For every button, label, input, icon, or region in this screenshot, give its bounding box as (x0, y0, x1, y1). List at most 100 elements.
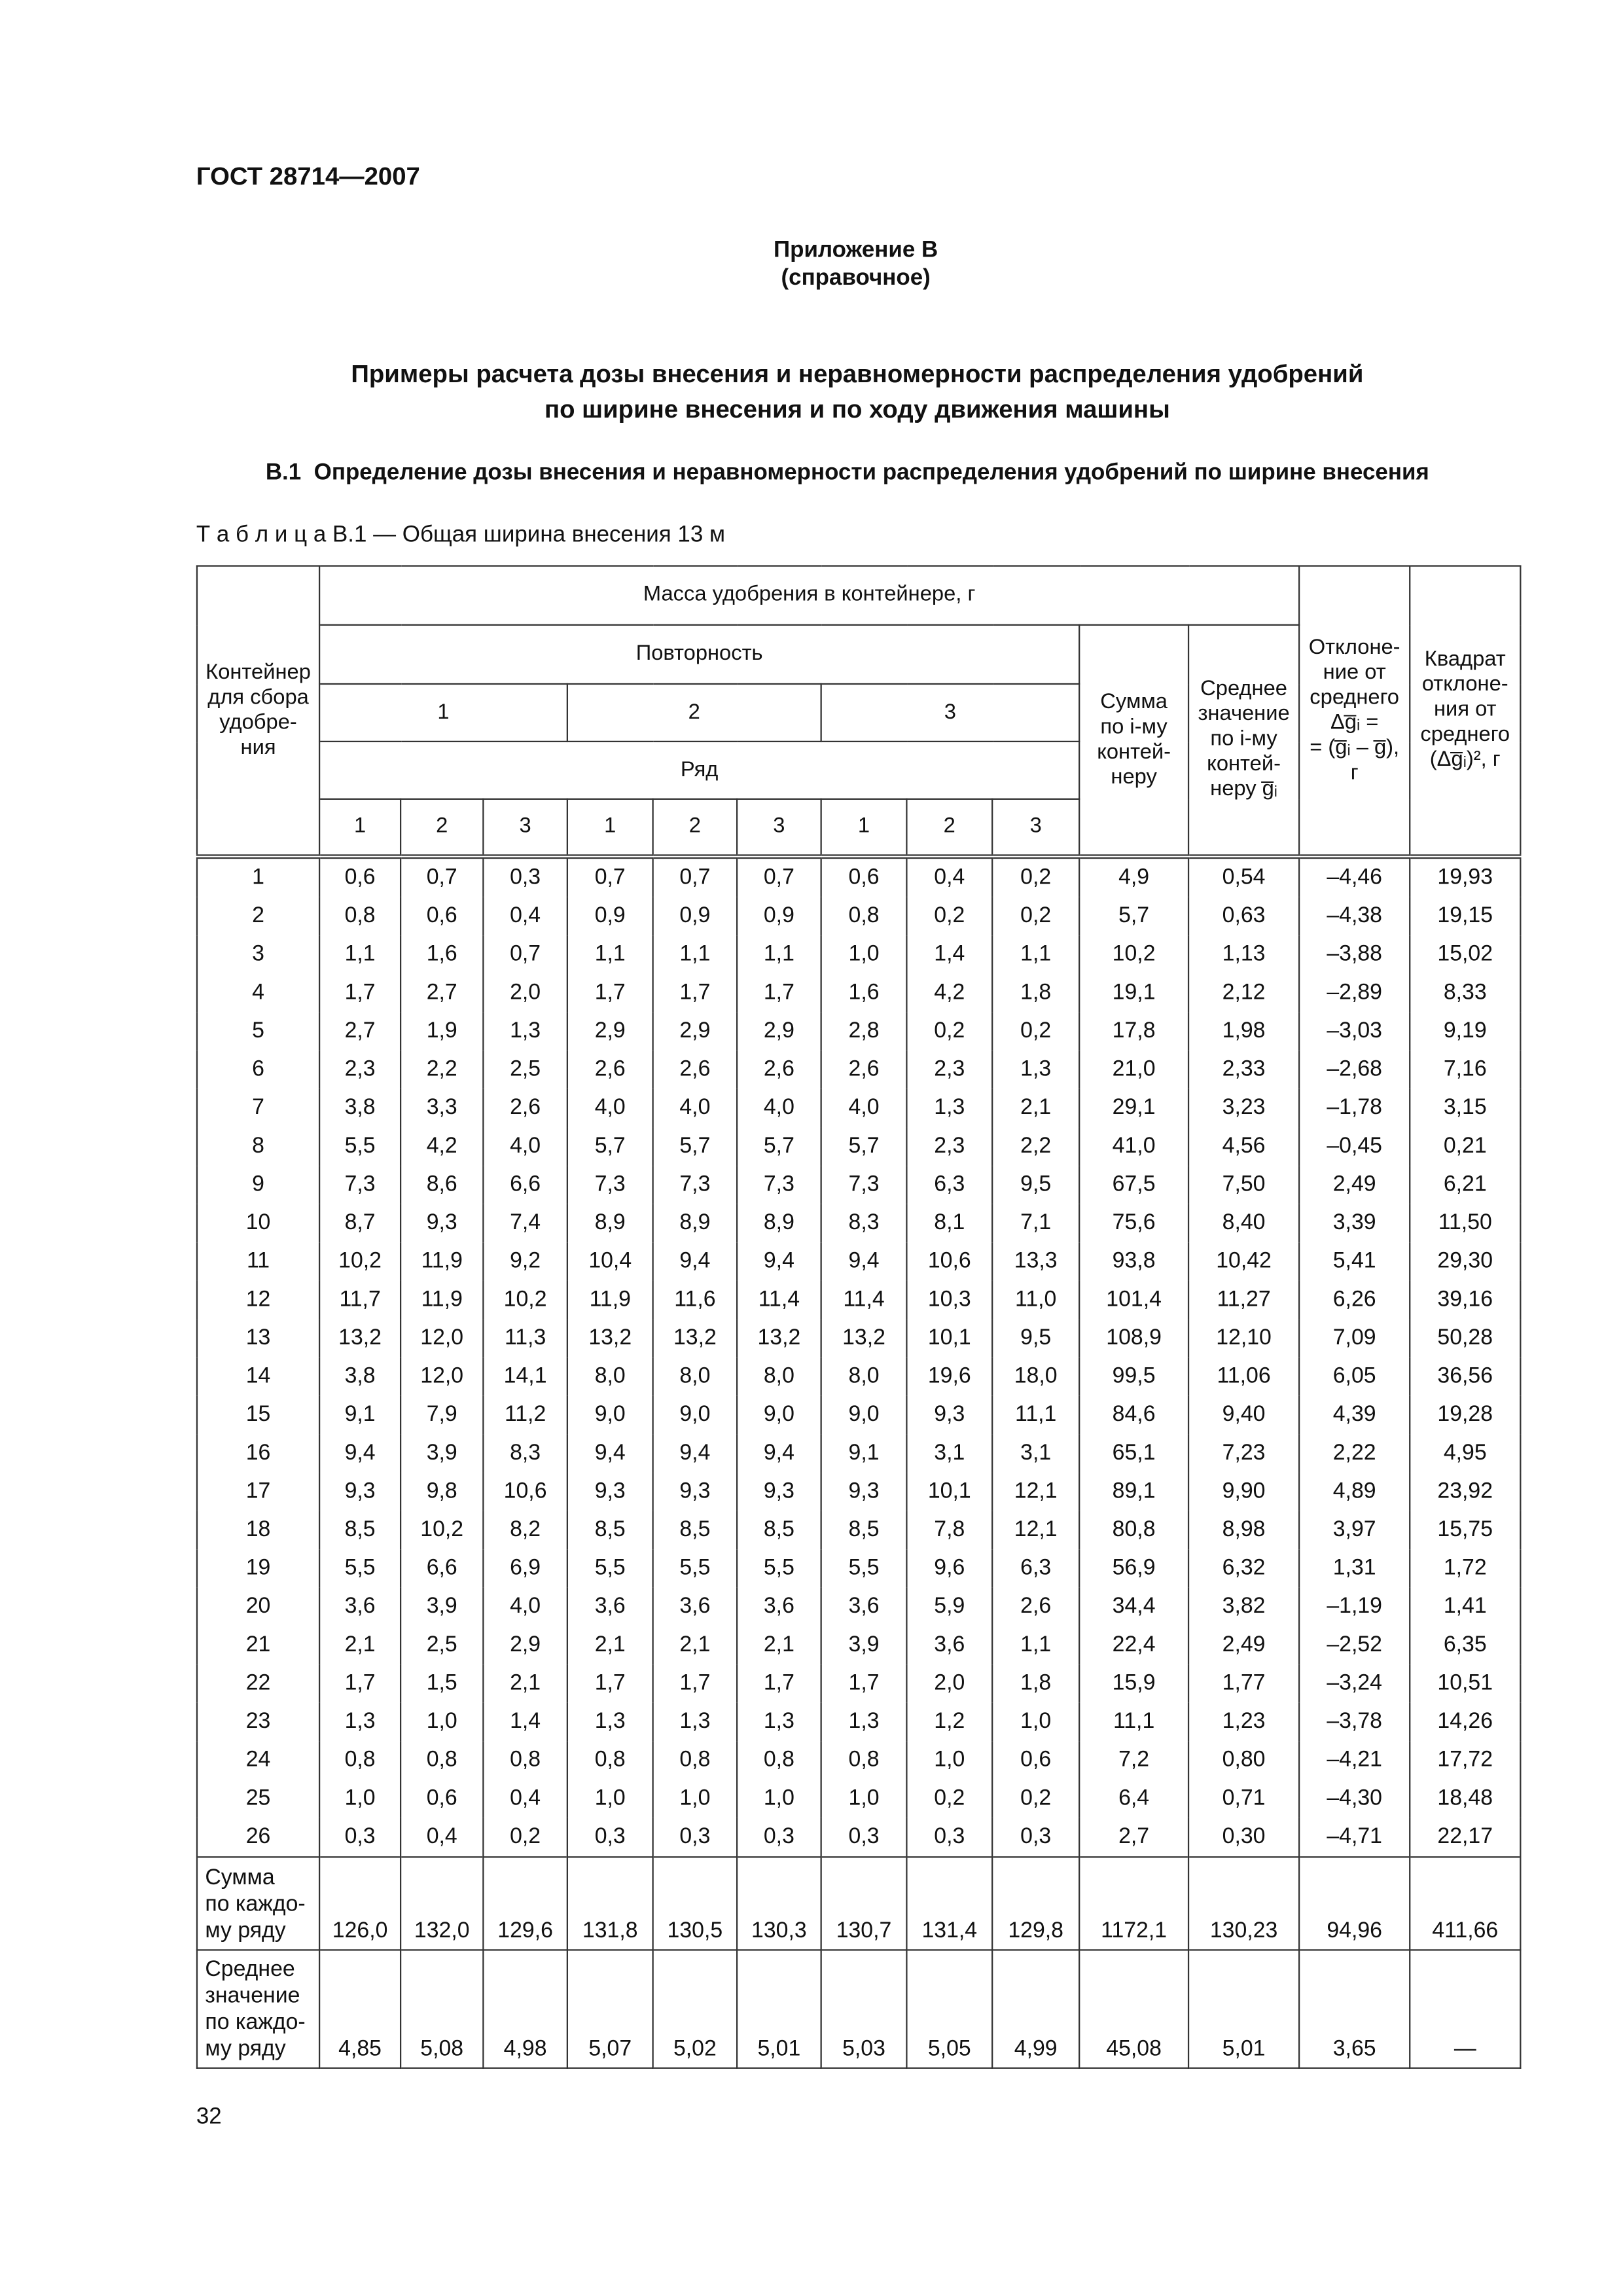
table-cell: 19,1 (1079, 974, 1190, 1013)
table-cell: 6,26 (1298, 1280, 1411, 1319)
table-cell: 4,2 (399, 1127, 484, 1166)
summary-cell: 129,8 (991, 1856, 1080, 1951)
table-row: 1 0,6 0,7 0,3 0,7 0,7 0,7 0,6 0,4 0,2 4,9 0,54 –4,46… (196, 854, 1522, 897)
table-cell: 9,40 (1187, 1395, 1300, 1435)
table-row: 13 13,2 12,0 11,3 13,2 13,2 13,2 13,2 10,1 9,5 108… (196, 1319, 1522, 1358)
table-cell: 0,8 (652, 1741, 738, 1780)
table-cell: 2,6 (566, 1050, 654, 1089)
table-cell: 15 (196, 1395, 321, 1435)
table-cell: 4 (196, 974, 321, 1013)
table-cell: 4,0 (736, 1088, 822, 1128)
table-cell: 3,8 (318, 1357, 402, 1396)
table-cell: 2,7 (1079, 1818, 1190, 1857)
header-line: по i-му (1100, 715, 1168, 739)
table-cell: 0,9 (736, 897, 822, 936)
header-line: му ряду (205, 2036, 286, 2062)
table-cell: 8,40 (1187, 1204, 1300, 1243)
table-cell: 7,23 (1187, 1434, 1300, 1473)
table-cell: 3,39 (1298, 1204, 1411, 1243)
table-cell: 5,5 (736, 1549, 822, 1588)
summary-cell: 132,0 (399, 1856, 484, 1951)
table-cell: 9,4 (736, 1242, 822, 1281)
summary-cell: 45,08 (1079, 1949, 1190, 2069)
table-cell: 8,9 (736, 1204, 822, 1243)
table-row: 9 7,3 8,6 6,6 7,3 7,3 7,3 7,3 6,3 9,5 67,5 7,50 2,49… (196, 1166, 1522, 1204)
table-cell: 7,09 (1298, 1319, 1411, 1358)
table-cell: 5,7 (736, 1127, 822, 1166)
table-cell: 14,26 (1409, 1702, 1522, 1742)
summary-cell: 5,01 (736, 1949, 822, 2069)
table-cell: 8,1 (906, 1204, 993, 1243)
table-cell: 9,3 (736, 1473, 822, 1511)
table-cell: 9,3 (318, 1473, 402, 1511)
table-cell: 9,19 (1409, 1012, 1522, 1051)
table-cell: 1,7 (652, 974, 738, 1013)
table-cell: –4,46 (1298, 854, 1411, 897)
table-cell: 8,5 (820, 1511, 908, 1550)
table-cell: 65,1 (1079, 1434, 1190, 1473)
table-cell: –3,88 (1298, 935, 1411, 975)
section-title: Определение дозы внесения и неравномерно… (313, 460, 1429, 486)
table-cell: 15,75 (1409, 1511, 1522, 1550)
table-cell: –3,78 (1298, 1702, 1411, 1742)
header-line: (Δg̅ᵢ)², г (1429, 748, 1501, 772)
table-cell: 3,3 (399, 1088, 484, 1128)
table-cell: 18,0 (991, 1357, 1080, 1396)
table-cell: 4,0 (820, 1088, 908, 1128)
summary-cell: 411,66 (1409, 1856, 1522, 1951)
table-cell: –0,45 (1298, 1127, 1411, 1166)
header-cell: Повторность (318, 624, 1080, 685)
table-cell: 0,3 (736, 1818, 822, 1857)
table-cell: 7,50 (1187, 1166, 1300, 1204)
table-cell: 75,6 (1079, 1204, 1190, 1243)
table-cell: 0,7 (482, 935, 569, 975)
table-cell: 1,3 (482, 1012, 569, 1051)
table-cell: 9,90 (1187, 1473, 1300, 1511)
table-cell: 11,3 (482, 1319, 569, 1358)
table-cell: 9,6 (906, 1549, 993, 1588)
table-cell: 1,9 (399, 1012, 484, 1051)
table-cell: 1,8 (991, 1664, 1080, 1703)
table-cell: 13,2 (318, 1319, 402, 1358)
table-cell: 5,7 (1079, 897, 1190, 936)
table-cell: 108,9 (1079, 1319, 1190, 1358)
header-row: Ряд (197, 740, 1520, 800)
table-cell: 8,5 (318, 1511, 402, 1550)
table-cell: 3,23 (1187, 1088, 1300, 1128)
table-cell: 1,41 (1409, 1587, 1522, 1626)
table-cell: 8,98 (1187, 1511, 1300, 1550)
table-cell: 0,3 (318, 1818, 402, 1857)
table-row: 3 1,1 1,6 0,7 1,1 1,1 1,1 1,0 1,4 1,1 10,2 1,13 –3,8… (196, 935, 1522, 975)
header-cell: Квадрат отклоне-ния от среднего (Δg̅ᵢ)², г (1409, 565, 1522, 857)
table-cell: 56,9 (1079, 1549, 1190, 1588)
table-cell: 3,6 (318, 1587, 402, 1626)
header-cell: Среднее значение по i-му контей-неру g̅ᵢ (1187, 624, 1300, 857)
table-row: 17 9,3 9,8 10,6 9,3 9,3 9,3 9,3 10,1 12,1 89,1 9,90… (196, 1473, 1522, 1511)
table-cell: 6,05 (1298, 1357, 1411, 1396)
table-cell: 0,8 (318, 897, 402, 936)
header-line: отклоне- (1421, 673, 1508, 697)
table-cell: 1,13 (1187, 935, 1300, 975)
table-row: 11 10,2 11,9 9,2 10,4 9,4 9,4 9,4 10,6 13,3 93,8 10… (196, 1242, 1522, 1281)
table-cell: 2,7 (318, 1012, 402, 1051)
table-cell: 12,0 (399, 1319, 484, 1358)
table-cell: 7,4 (482, 1204, 569, 1243)
table-cell: 1,2 (906, 1702, 993, 1742)
header-line: значение (1198, 702, 1290, 726)
table-cell: –4,71 (1298, 1818, 1411, 1857)
table-cell: 0,8 (399, 1741, 484, 1780)
table-cell: 2,33 (1187, 1050, 1300, 1089)
table-cell: 8,3 (820, 1204, 908, 1243)
table-cell: 10,51 (1409, 1664, 1522, 1703)
table-cell: 0,4 (482, 1779, 569, 1818)
table-cell: 1,7 (318, 974, 402, 1013)
table-body: 1 0,6 0,7 0,3 0,7 0,7 0,7 0,6 0,4 0,2 4,9 0,54 –4,46… (196, 854, 1522, 1857)
table-cell: 11,9 (399, 1280, 484, 1319)
summary-cell: 4,85 (318, 1949, 402, 2069)
table-cell: 22 (196, 1664, 321, 1703)
table-cell: 0,63 (1187, 897, 1300, 936)
table-cell: 0,8 (736, 1741, 822, 1780)
header-line: по i-му (1210, 727, 1277, 751)
table-cell: 12,0 (399, 1357, 484, 1396)
table-cell: 6,3 (906, 1166, 993, 1204)
